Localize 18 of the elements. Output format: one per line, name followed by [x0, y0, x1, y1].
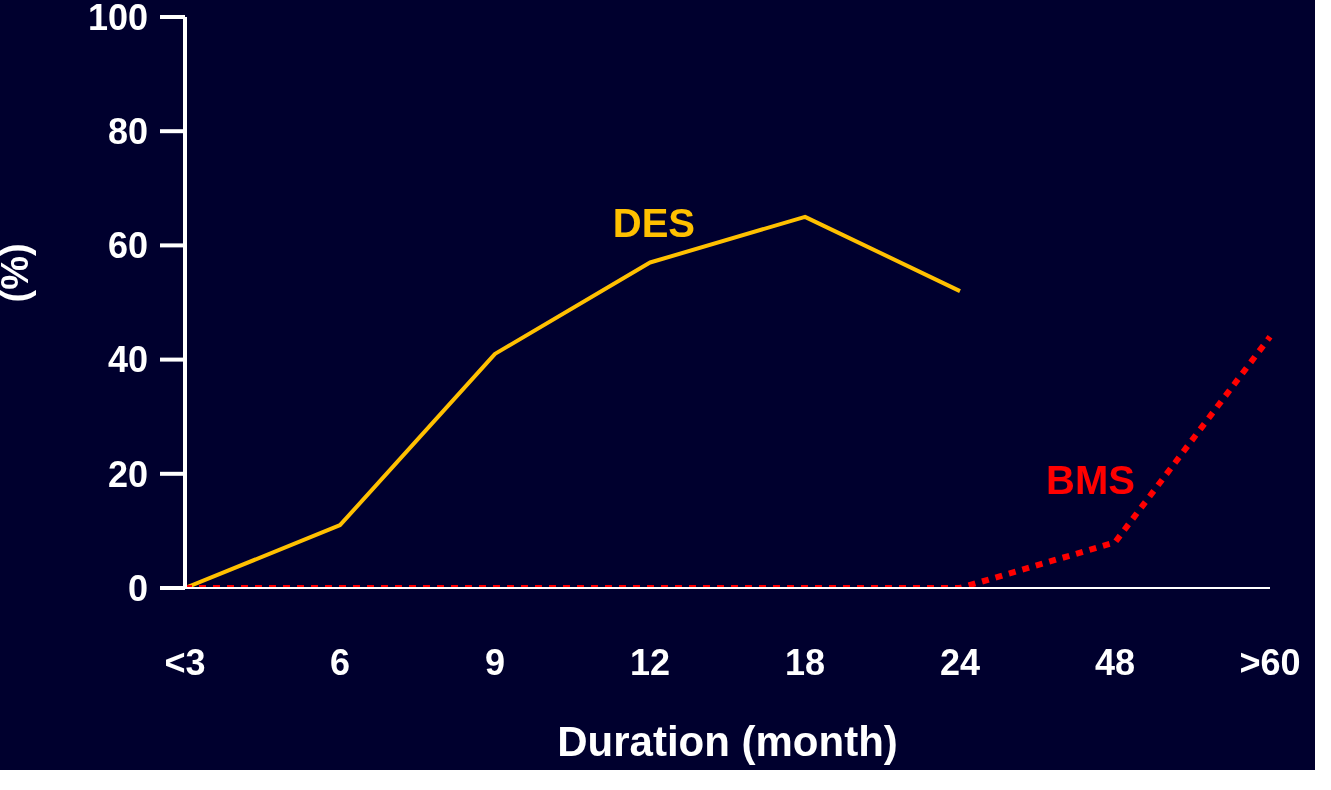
x-axis-title: Duration (month) [557, 718, 898, 765]
x-tick-label: <3 [164, 641, 206, 683]
x-tick-label: 48 [1094, 641, 1136, 683]
x-tick-label: 24 [939, 641, 981, 683]
y-tick-label: 60 [107, 225, 148, 267]
y-tick-label: 20 [107, 453, 148, 495]
y-axis-title: (%) [0, 243, 37, 303]
x-tick-label: 6 [329, 641, 351, 683]
x-tick-label: >60 [1239, 641, 1301, 683]
x-tick-label: 18 [784, 641, 826, 683]
y-tick-label: 40 [107, 339, 148, 381]
x-tick-label: 12 [629, 641, 671, 683]
series-label: BMS [1046, 458, 1135, 503]
y-tick-label: 0 [127, 567, 148, 609]
y-tick-label: 80 [107, 110, 148, 152]
y-tick-label: 100 [87, 0, 148, 38]
x-tick-label: 9 [484, 641, 506, 683]
series-label: DES [612, 200, 695, 245]
